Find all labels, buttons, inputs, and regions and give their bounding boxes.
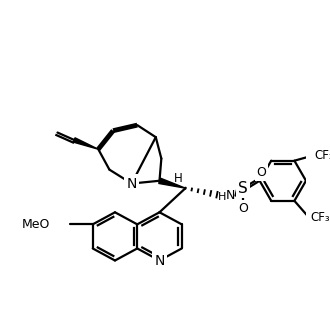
Text: N: N [154, 253, 165, 268]
Text: O: O [256, 166, 266, 179]
Text: CF₃: CF₃ [314, 148, 330, 162]
Text: N: N [225, 189, 235, 202]
Text: H: H [174, 172, 182, 185]
Text: MeO: MeO [22, 218, 50, 231]
Text: O: O [238, 202, 248, 215]
Polygon shape [73, 138, 98, 149]
Polygon shape [159, 178, 185, 188]
Text: S: S [238, 181, 248, 196]
Text: N: N [126, 177, 137, 190]
Text: CF₃: CF₃ [311, 211, 330, 224]
Text: H: H [218, 191, 227, 202]
